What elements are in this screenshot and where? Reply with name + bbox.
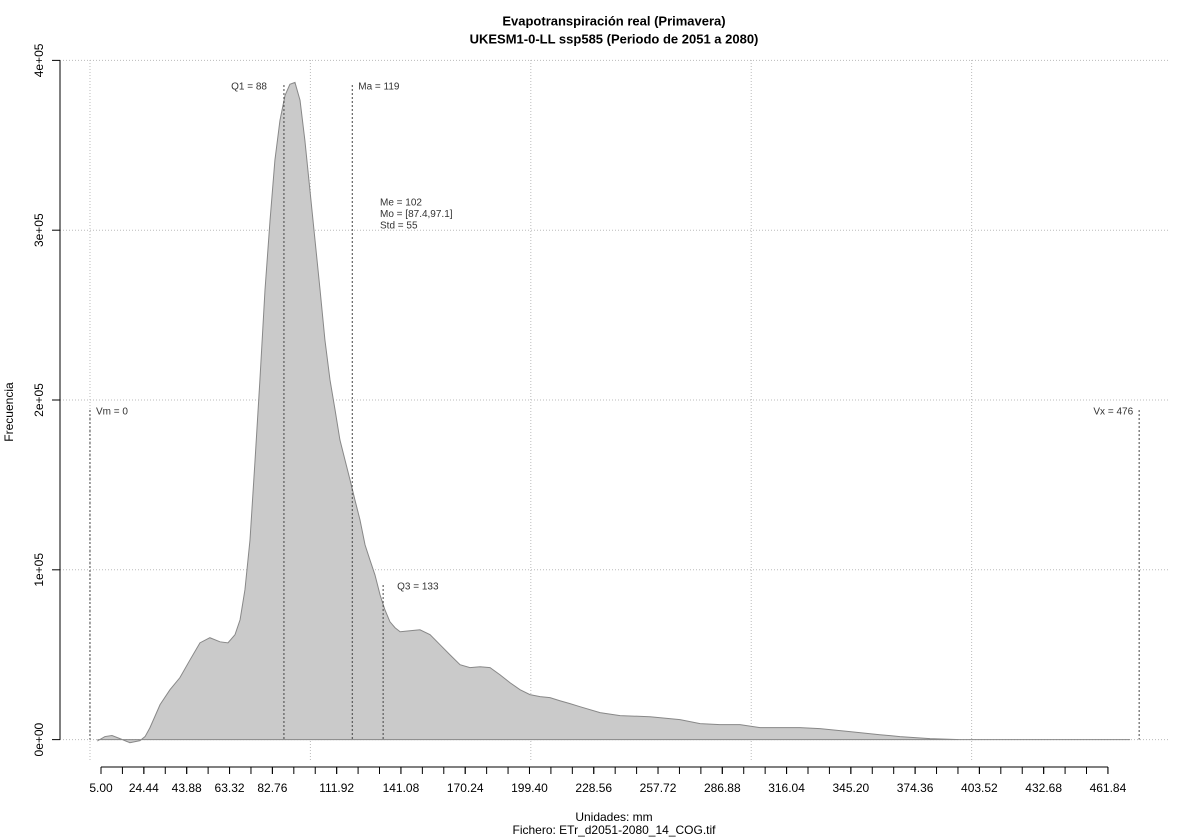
- stat-label: Me = 102: [380, 198, 422, 209]
- x-tick-label: 24.44: [129, 781, 159, 795]
- x-tick-label: 432.68: [1025, 781, 1062, 795]
- y-tick-label: 3e+05: [32, 213, 46, 247]
- marker-label: Q3 = 133: [397, 582, 439, 593]
- x-tick-label: 43.88: [172, 781, 202, 795]
- density-area: [97, 81, 1131, 744]
- stat-label: Std = 55: [380, 221, 418, 232]
- y-tick-label: 1e+05: [32, 553, 46, 587]
- chart-subtitle: UKESM1-0-LL ssp585 (Periodo de 2051 a 20…: [470, 31, 759, 46]
- x-tick-label: 286.88: [704, 781, 741, 795]
- x-tick-label: 461.84: [1090, 781, 1127, 795]
- x-tick-label: 141.08: [383, 781, 420, 795]
- y-tick-label: 4e+05: [32, 43, 46, 77]
- marker-label: Ma = 119: [358, 82, 400, 93]
- stat-label: Mo = [87.4,97.1]: [380, 209, 453, 220]
- x-axis-label: Unidades: mm: [575, 810, 652, 824]
- marker-label: Vx = 476: [1093, 407, 1133, 418]
- marker-label: Vm = 0: [96, 407, 128, 418]
- x-tick-label: 403.52: [961, 781, 998, 795]
- x-tick-label: 345.20: [832, 781, 869, 795]
- x-tick-label: 63.32: [215, 781, 245, 795]
- x-tick-label: 374.36: [897, 781, 934, 795]
- x-tick-label: 257.72: [640, 781, 677, 795]
- x-tick-label: 316.04: [768, 781, 805, 795]
- x-tick-label: 111.92: [319, 781, 354, 795]
- x-tick-label: 82.76: [257, 781, 287, 795]
- x-tick-label: 228.56: [575, 781, 612, 795]
- x-tick-label: 5.00: [89, 781, 113, 795]
- marker-label: Q1 = 88: [231, 82, 267, 93]
- chart-title: Evapotranspiración real (Primavera): [502, 13, 725, 28]
- x-tick-label: 170.24: [447, 781, 484, 795]
- y-tick-label: 0e+00: [32, 722, 46, 756]
- y-tick-label: 2e+05: [32, 383, 46, 417]
- y-axis-label: Frecuencia: [2, 382, 16, 442]
- footnote: Fichero: ETr_d2051-2080_14_COG.tif: [513, 823, 717, 837]
- x-tick-label: 199.40: [511, 781, 548, 795]
